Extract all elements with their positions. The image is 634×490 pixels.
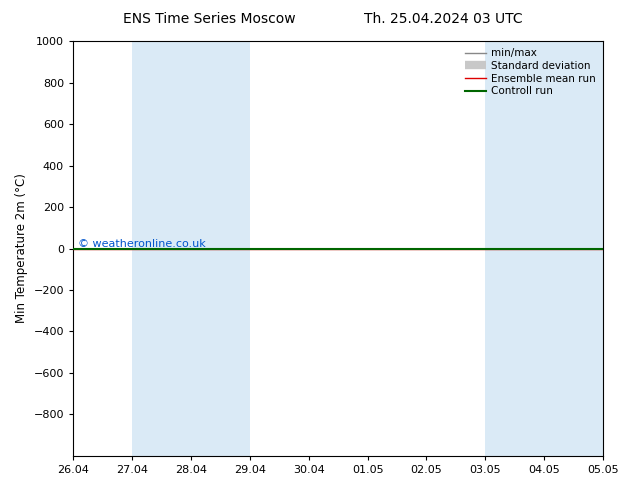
Bar bbox=[486, 41, 603, 456]
Y-axis label: Min Temperature 2m (°C): Min Temperature 2m (°C) bbox=[15, 173, 28, 323]
Bar bbox=[132, 41, 250, 456]
Text: ENS Time Series Moscow: ENS Time Series Moscow bbox=[123, 12, 295, 26]
Legend: min/max, Standard deviation, Ensemble mean run, Controll run: min/max, Standard deviation, Ensemble me… bbox=[461, 44, 600, 100]
Text: © weatheronline.co.uk: © weatheronline.co.uk bbox=[79, 239, 206, 248]
Text: Th. 25.04.2024 03 UTC: Th. 25.04.2024 03 UTC bbox=[365, 12, 523, 26]
